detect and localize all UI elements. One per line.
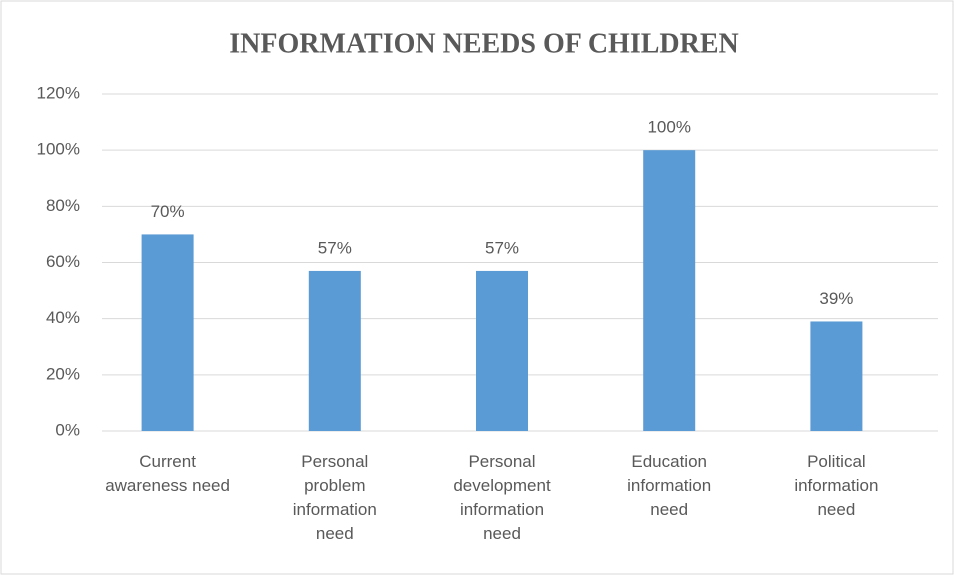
data-label: 57% bbox=[318, 238, 352, 257]
x-tick-label: Personal problem information need bbox=[292, 452, 377, 543]
bar bbox=[476, 270, 528, 431]
data-label: 70% bbox=[151, 202, 185, 221]
y-tick-label: 100% bbox=[37, 140, 80, 159]
y-tick-label: 60% bbox=[46, 252, 80, 271]
data-label: 39% bbox=[819, 289, 853, 308]
bar bbox=[810, 321, 863, 431]
bar bbox=[643, 150, 696, 431]
y-tick-label: 120% bbox=[37, 83, 80, 102]
x-tick-label: Personal development information need bbox=[453, 452, 551, 543]
data-label: 57% bbox=[485, 238, 519, 257]
x-tick-label: Current awareness need bbox=[105, 452, 230, 495]
x-tick-label: Education information need bbox=[627, 452, 712, 519]
data-label: 100% bbox=[647, 118, 690, 137]
y-tick-label: 80% bbox=[46, 196, 80, 215]
bar bbox=[308, 270, 361, 431]
y-tick-label: 40% bbox=[46, 308, 80, 327]
bar bbox=[141, 234, 194, 431]
chart-title: INFORMATION NEEDS OF CHILDREN bbox=[229, 28, 738, 59]
y-tick-label: 20% bbox=[46, 364, 80, 383]
y-tick-label: 0% bbox=[55, 420, 80, 439]
x-tick-label: Political information need bbox=[794, 452, 879, 519]
